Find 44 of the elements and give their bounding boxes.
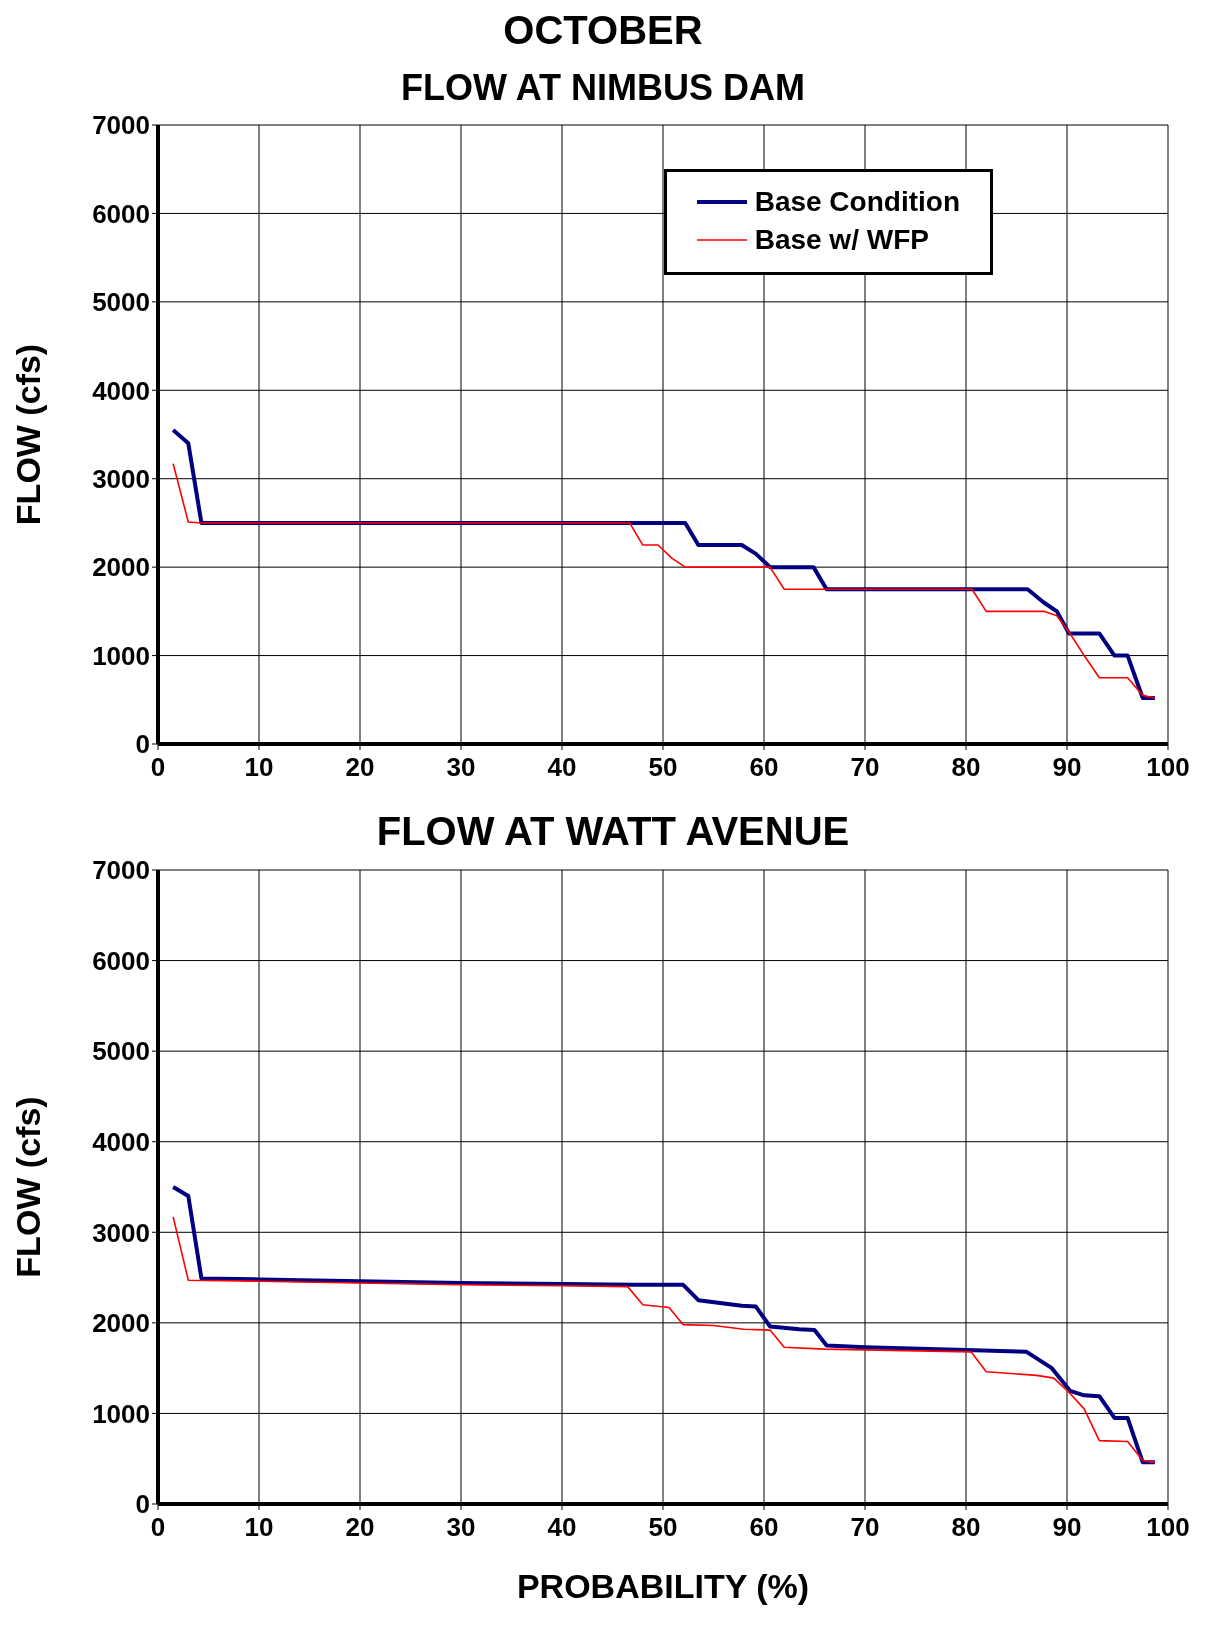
y-tick-label: 2000 bbox=[92, 552, 150, 583]
chart-title: OCTOBER bbox=[502, 8, 704, 53]
x-tick-label: 70 bbox=[850, 752, 880, 783]
x-tick-label: 40 bbox=[547, 752, 577, 783]
x-tick-label: 80 bbox=[951, 752, 981, 783]
y-tick-label: 1000 bbox=[92, 640, 150, 671]
x-tick-label: 100 bbox=[1146, 752, 1190, 783]
x-tick-label: 80 bbox=[951, 1512, 981, 1543]
x-tick-label: 60 bbox=[749, 1512, 779, 1543]
x-tick-label: 30 bbox=[446, 752, 476, 783]
x-tick-label: 50 bbox=[648, 1512, 678, 1543]
y-tick-label: 4000 bbox=[92, 375, 150, 406]
y-tick-label: 0 bbox=[135, 729, 150, 760]
y-tick-label: 4000 bbox=[92, 1126, 150, 1157]
legend-label: Base Condition bbox=[754, 186, 960, 218]
x-tick-label: 20 bbox=[345, 752, 375, 783]
y-tick-label: 6000 bbox=[92, 945, 150, 976]
y-axis-title: FLOW (cfs) bbox=[9, 1096, 48, 1278]
y-tick-label: 1000 bbox=[92, 1398, 150, 1429]
x-tick-label: 10 bbox=[244, 1512, 274, 1543]
legend-label: Base w/ WFP bbox=[754, 224, 929, 256]
y-tick-label: 2000 bbox=[92, 1308, 150, 1339]
chart-title: FLOW AT WATT AVENUE bbox=[375, 809, 851, 854]
x-tick-label: 40 bbox=[547, 1512, 577, 1543]
x-tick-label: 10 bbox=[244, 752, 274, 783]
x-tick-label: 20 bbox=[345, 1512, 375, 1543]
y-tick-label: 5000 bbox=[92, 1036, 150, 1067]
x-tick-label: 70 bbox=[850, 1512, 880, 1543]
chart-subtitle: FLOW AT NIMBUS DAM bbox=[400, 67, 806, 109]
x-tick-label: 100 bbox=[1146, 1512, 1190, 1543]
y-tick-label: 3000 bbox=[92, 1217, 150, 1248]
y-tick-label: 7000 bbox=[92, 110, 150, 141]
y-tick-label: 7000 bbox=[92, 855, 150, 886]
y-tick-label: 6000 bbox=[92, 198, 150, 229]
y-tick-label: 5000 bbox=[92, 287, 150, 318]
x-tick-label: 90 bbox=[1052, 1512, 1082, 1543]
x-axis-title: PROBABILITY (%) bbox=[516, 1567, 810, 1605]
x-tick-label: 90 bbox=[1052, 752, 1082, 783]
y-tick-label: 3000 bbox=[92, 463, 150, 494]
x-tick-label: 60 bbox=[749, 752, 779, 783]
x-tick-label: 30 bbox=[446, 1512, 476, 1543]
y-tick-label: 0 bbox=[135, 1489, 150, 1520]
x-tick-label: 50 bbox=[648, 752, 678, 783]
y-axis-title: FLOW (cfs) bbox=[9, 343, 48, 526]
